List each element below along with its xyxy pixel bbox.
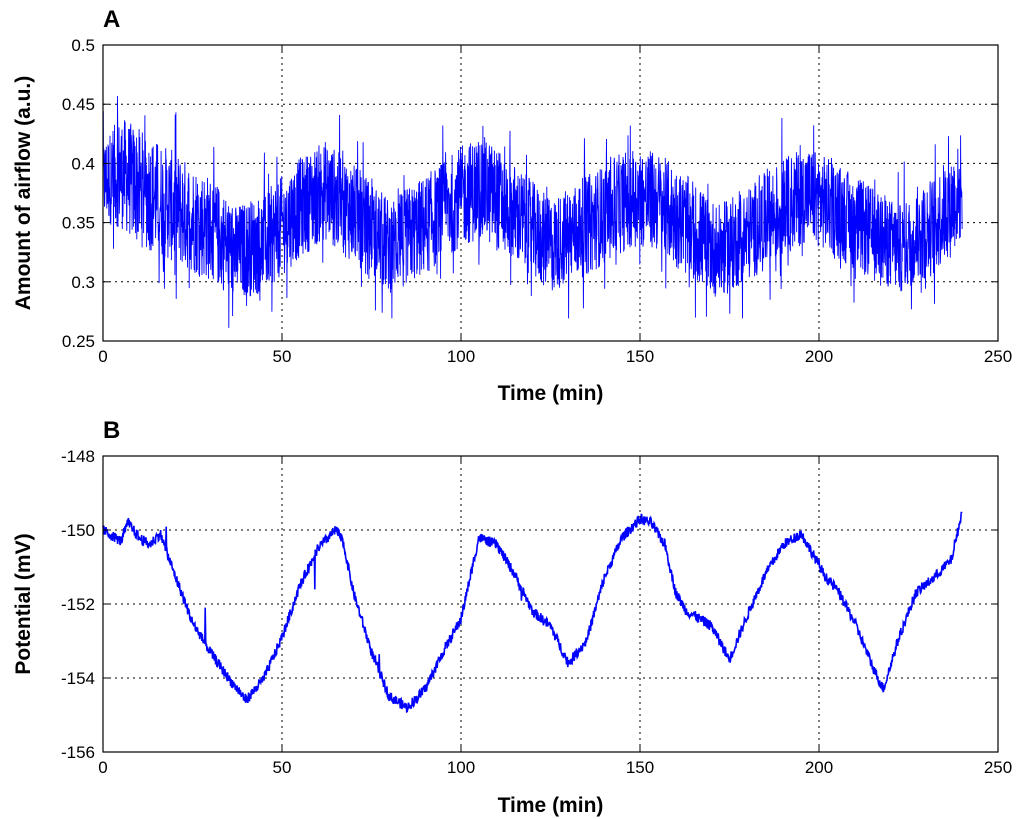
x-tick-label: 0: [98, 758, 107, 777]
plot-frame: [102, 44, 999, 342]
y-tick-label: -150: [61, 521, 95, 540]
y-tick-label: -148: [61, 447, 95, 466]
x-tick-label: 0: [98, 347, 107, 366]
y-tick-label: 0.25: [62, 332, 95, 351]
y-tick-label: 0.35: [62, 214, 95, 233]
y-tick-label: -156: [61, 743, 95, 762]
x-tick-label: 100: [447, 758, 475, 777]
y-tick-label: -152: [61, 595, 95, 614]
x-tick-label: 150: [626, 758, 654, 777]
x-tick-label: 250: [984, 758, 1012, 777]
y-tick-label: -154: [61, 669, 95, 688]
x-tick-label: 200: [805, 758, 833, 777]
airflow-series-line: [102, 95, 963, 328]
x-tick-label: 50: [273, 347, 292, 366]
y-tick-label: 0.4: [71, 154, 95, 173]
plot-frame: [102, 455, 999, 753]
x-tick-label: 50: [273, 758, 292, 777]
y-tick-label: 0.45: [62, 95, 95, 114]
y-tick-label: 0.3: [71, 273, 95, 292]
potential-series-line: [102, 511, 963, 713]
x-tick-label: 100: [447, 347, 475, 366]
x-axis-label: Time (min): [498, 794, 604, 817]
y-axis-label: Amount of airflow (a.u.): [12, 76, 35, 310]
x-tick-label: 200: [805, 347, 833, 366]
x-tick-label: 150: [626, 347, 654, 366]
chart-panel-a: 0 50 100 150 200 250 0.25 0.3 0.35 0.4 0.45 0.5 Time…: [12, 6, 1012, 405]
panel-label: B: [103, 417, 120, 444]
chart-panel-b: 0 50 100 150 200 250 -156 -154 -152 -150 -148 Time …: [12, 417, 1012, 817]
panel-label: A: [103, 6, 120, 33]
y-axis-label: Potential (mV): [12, 533, 35, 674]
x-tick-label: 250: [984, 347, 1012, 366]
x-axis-label: Time (min): [498, 382, 604, 405]
y-tick-label: 0.5: [71, 36, 95, 55]
